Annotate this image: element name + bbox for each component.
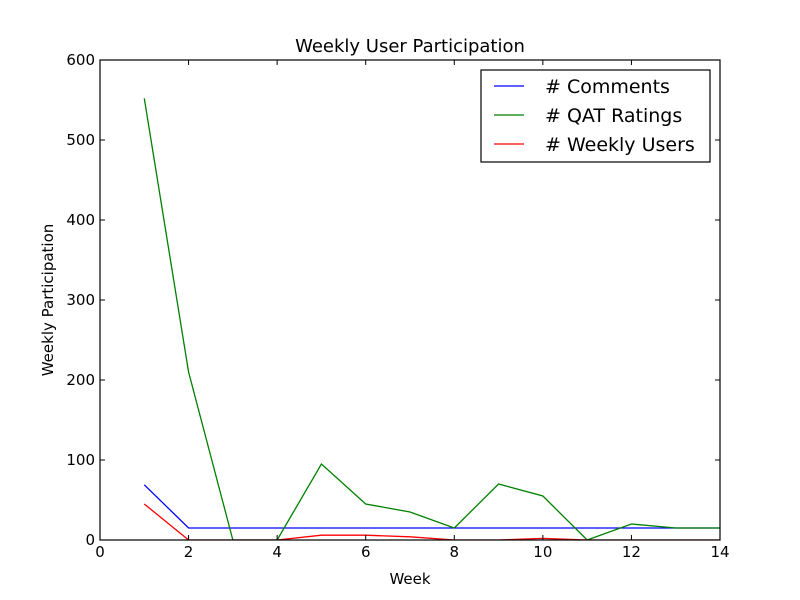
plot-area: 0 2 4 6 8 10 12 14 0 100 200 300 400 500 600 xyxy=(66,51,729,561)
x-tick-label: 0 xyxy=(95,543,105,561)
series-line-2 xyxy=(143,98,720,540)
x-tick-label: 8 xyxy=(450,543,460,561)
x-axis-label: Week xyxy=(389,570,430,588)
x-tick-label: 14 xyxy=(710,543,729,561)
legend-label-1: # Comments xyxy=(545,76,670,98)
x-tick-label: 10 xyxy=(533,543,552,561)
y-tick-label: 400 xyxy=(66,211,95,229)
legend: # Comments # QAT Ratings # Weekly Users xyxy=(480,69,711,163)
x-tick-label: 6 xyxy=(361,543,371,561)
legend-label-3: # Weekly Users xyxy=(545,134,695,156)
y-tick-label: 100 xyxy=(66,451,95,469)
legend-label-2: # QAT Ratings xyxy=(545,105,682,127)
x-tick-label: 12 xyxy=(622,543,641,561)
y-tick-label: 600 xyxy=(66,51,95,69)
y-tick-label: 0 xyxy=(85,531,95,549)
y-tick-label: 300 xyxy=(66,291,95,309)
legend-box xyxy=(480,69,711,163)
series-line-3 xyxy=(143,503,720,540)
y-tick-label: 200 xyxy=(66,371,95,389)
y-tick-label: 500 xyxy=(66,131,95,149)
y-axis-label: Weekly Participation xyxy=(39,224,57,377)
x-tick-label: 2 xyxy=(184,543,194,561)
series-line-1 xyxy=(143,484,720,529)
x-tick-label: 4 xyxy=(272,543,282,561)
chart-title: Weekly User Participation xyxy=(295,36,525,57)
